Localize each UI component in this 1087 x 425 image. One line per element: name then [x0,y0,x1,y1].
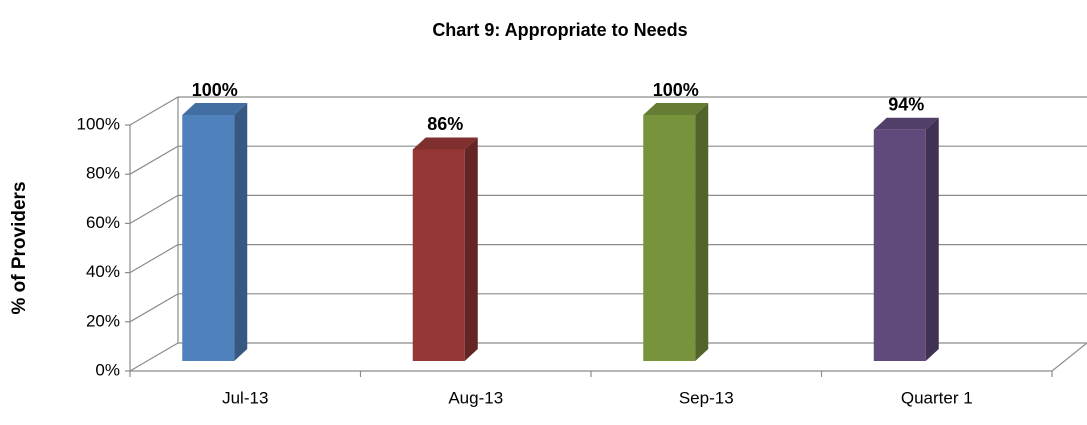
x-tick-label: Jul-13 [222,388,268,407]
bar-side [464,137,478,361]
data-label: 100% [653,80,699,100]
bar [182,115,235,361]
data-label: 94% [888,95,924,115]
chart-title: Chart 9: Appropriate to Needs [432,20,687,40]
x-tick-label: Quarter 1 [901,388,973,407]
grid-line [129,342,1087,372]
y-tick-label: 20% [86,311,120,330]
y-tick-label: 100% [77,114,120,133]
bar-top [873,117,939,130]
x-tick-label: Sep-13 [679,388,734,407]
y-tick-label: 0% [95,360,120,379]
bar-side [234,103,248,361]
data-label: 86% [427,114,463,134]
bar [873,129,926,361]
data-label: 100% [192,80,238,100]
y-axis-label: % of Providers [9,181,30,314]
y-tick-label: 40% [86,262,120,281]
grid-line [129,96,1087,126]
grid-line [129,293,1087,323]
bar-top [412,137,478,150]
grid-line [129,145,1087,175]
y-tick-label: 80% [86,164,120,183]
grid-line [129,194,1087,224]
bar-side [925,117,939,361]
x-tick-label: Aug-13 [448,388,503,407]
bar [412,149,465,361]
grid-line [129,244,1087,274]
axis-walls [129,125,1087,372]
bar-side [695,103,709,361]
bar-top [643,103,709,115]
y-tick-label: 60% [86,213,120,232]
bar [643,115,696,361]
bar-top [182,103,248,115]
